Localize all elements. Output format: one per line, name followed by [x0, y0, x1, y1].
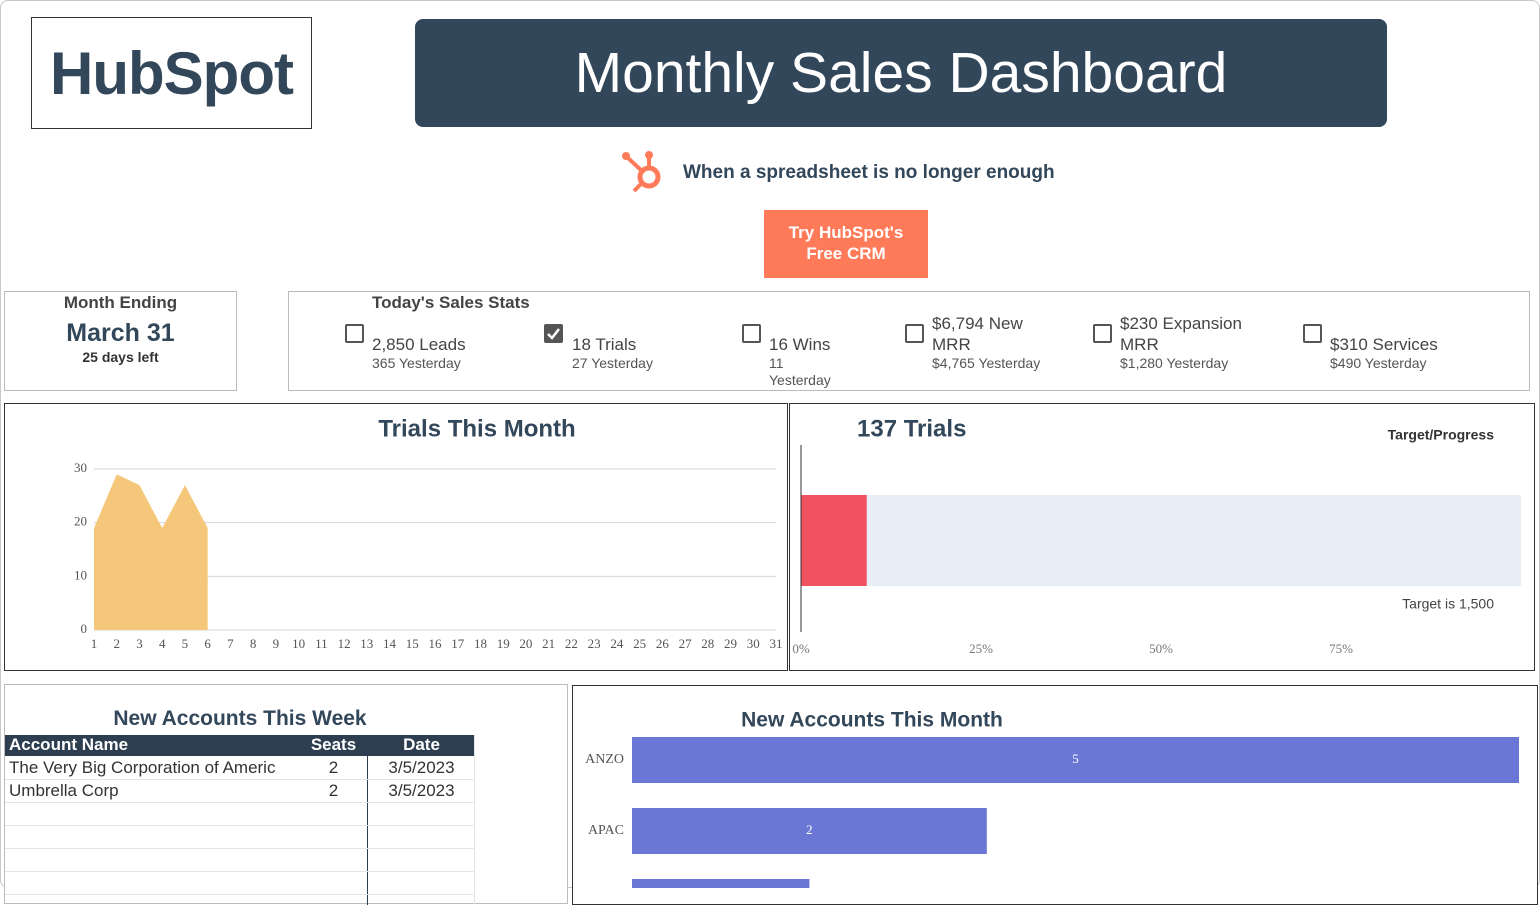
- title-banner: Monthly Sales Dashboard: [415, 19, 1387, 127]
- checkbox: [905, 324, 924, 343]
- trials-panel: [4, 403, 788, 671]
- table-cell: Umbrella Corp: [9, 781, 119, 800]
- stat-main-wrap: 16 Wins: [769, 313, 841, 355]
- checkbox: [1303, 324, 1322, 343]
- row-line: [5, 894, 475, 895]
- month-label: Month Ending: [63, 293, 178, 312]
- stat-item: $6,794 New MRR $4,765 Yesterday: [932, 313, 1057, 372]
- stat-item: $310 Services $490 Yesterday: [1330, 313, 1500, 372]
- dashboard-title: Monthly Sales Dashboard: [574, 41, 1228, 105]
- logo: HubSpot: [50, 39, 294, 107]
- table-cell: 2: [328, 758, 339, 777]
- stat-main: $230 Expansion MRR: [1120, 314, 1242, 354]
- column-header: Seats: [310, 735, 357, 754]
- stats-box: Today's Sales Stats 2,850 Leads 365 Yeste…: [288, 291, 1530, 391]
- row-line: [5, 871, 475, 872]
- row-line: [5, 802, 475, 803]
- table-title: New Accounts This Week: [113, 707, 367, 730]
- stat-sub: $1,280 Yesterday: [1120, 355, 1229, 371]
- stat-sub: 27 Yesterday: [572, 355, 653, 371]
- bar-panel: [572, 685, 1538, 905]
- month-date: March 31: [66, 319, 175, 347]
- table-header: [5, 735, 475, 756]
- row-line: [5, 825, 475, 826]
- table-edge: [474, 735, 475, 905]
- table-cell: 3/5/2023: [388, 781, 455, 800]
- check-stroke: [547, 328, 560, 340]
- stat-main-wrap: $310 Services: [1330, 313, 1500, 355]
- stat-main-wrap: 2,850 Leads: [372, 313, 522, 355]
- stat-main: 16 Wins: [769, 335, 831, 354]
- stat-main-wrap: $6,794 New MRR: [932, 313, 1057, 355]
- sprocket-icon: [622, 151, 661, 193]
- stat-main: 18 Trials: [572, 335, 637, 354]
- checkbox: [742, 324, 761, 343]
- stat-item: $230 Expansion MRR $1,280 Yesterday: [1120, 313, 1260, 372]
- stat-item: 16 Wins 11 Yesterday: [769, 313, 841, 389]
- stat-main: $6,794 New MRR: [932, 314, 1023, 354]
- column-header: Account Name: [9, 735, 129, 754]
- stat-item: 2,850 Leads 365 Yesterday: [372, 313, 522, 372]
- table-cell: 2: [328, 781, 339, 800]
- month-box: Month Ending March 31 25 days left: [4, 291, 237, 391]
- column-header: Date: [403, 735, 440, 754]
- logo-box: HubSpot: [31, 17, 312, 129]
- stat-sub: $490 Yesterday: [1330, 355, 1427, 371]
- tagline: When a spreadsheet is no longer enough: [683, 162, 1055, 183]
- table-cell: 3/5/2023: [388, 758, 455, 777]
- table-cell: The Very Big Corporation of Americ: [9, 758, 276, 777]
- cta-button[interactable]: Try HubSpot's Free CRM: [764, 210, 928, 278]
- row-line: [5, 779, 475, 780]
- days-left: 25 days left: [82, 349, 159, 365]
- stat-sub: 365 Yesterday: [372, 355, 461, 371]
- row-line: [5, 848, 475, 849]
- stat-sub: 11 Yesterday: [769, 355, 831, 388]
- table-panel: New Accounts This Week Account Name Seats D…: [4, 684, 568, 905]
- progress-panel: [789, 403, 1535, 671]
- stats-title: Today's Sales Stats: [372, 293, 530, 312]
- checkbox: [345, 324, 364, 343]
- stat-sub: $4,765 Yesterday: [932, 355, 1041, 371]
- stat-main: 2,850 Leads: [372, 335, 466, 354]
- stat-item: 18 Trials 27 Yesterday: [572, 313, 722, 372]
- column-divider: [367, 735, 368, 905]
- check-mark: [547, 328, 560, 340]
- checkbox: [1093, 324, 1112, 343]
- stat-main: $310 Services: [1330, 335, 1438, 354]
- checkbox: [544, 324, 563, 343]
- stat-main-wrap: 18 Trials: [572, 313, 722, 355]
- stat-main-wrap: $230 Expansion MRR: [1120, 313, 1260, 355]
